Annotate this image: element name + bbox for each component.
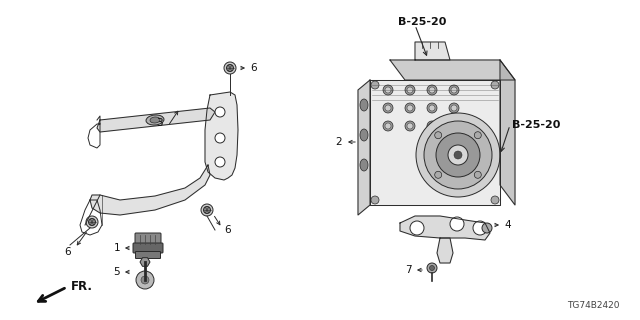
Circle shape xyxy=(451,123,457,129)
Polygon shape xyxy=(400,216,490,240)
Circle shape xyxy=(449,121,459,131)
Circle shape xyxy=(215,133,225,143)
Circle shape xyxy=(405,85,415,95)
Circle shape xyxy=(474,171,481,178)
Circle shape xyxy=(224,62,236,74)
Circle shape xyxy=(383,103,393,113)
Text: FR.: FR. xyxy=(71,279,93,292)
Polygon shape xyxy=(97,108,215,132)
Circle shape xyxy=(424,121,492,189)
Ellipse shape xyxy=(146,115,164,125)
Circle shape xyxy=(416,113,500,197)
Circle shape xyxy=(491,81,499,89)
Circle shape xyxy=(429,123,435,129)
Circle shape xyxy=(227,65,234,71)
Circle shape xyxy=(450,217,464,231)
Circle shape xyxy=(427,121,437,131)
Circle shape xyxy=(474,132,481,139)
Circle shape xyxy=(448,145,468,165)
Text: 1: 1 xyxy=(113,243,120,253)
Circle shape xyxy=(435,171,442,178)
Circle shape xyxy=(407,105,413,111)
Text: 7: 7 xyxy=(405,265,412,275)
Circle shape xyxy=(383,85,393,95)
Text: 6: 6 xyxy=(224,225,230,235)
Text: 6: 6 xyxy=(250,63,257,73)
Circle shape xyxy=(371,81,379,89)
Circle shape xyxy=(88,219,95,226)
Circle shape xyxy=(141,276,149,284)
Circle shape xyxy=(482,223,492,233)
Ellipse shape xyxy=(360,99,368,111)
Circle shape xyxy=(405,103,415,113)
Polygon shape xyxy=(437,238,453,263)
Polygon shape xyxy=(390,60,515,80)
Polygon shape xyxy=(500,60,515,205)
Circle shape xyxy=(449,103,459,113)
Circle shape xyxy=(201,204,213,216)
Circle shape xyxy=(429,105,435,111)
Polygon shape xyxy=(90,165,210,215)
Circle shape xyxy=(491,196,499,204)
Text: 6: 6 xyxy=(65,247,71,257)
Circle shape xyxy=(215,157,225,167)
Circle shape xyxy=(427,103,437,113)
Circle shape xyxy=(454,151,462,159)
FancyBboxPatch shape xyxy=(136,252,161,259)
Ellipse shape xyxy=(150,117,160,123)
Circle shape xyxy=(136,271,154,289)
Circle shape xyxy=(436,133,480,177)
Circle shape xyxy=(451,87,457,93)
Text: 4: 4 xyxy=(504,220,511,230)
Circle shape xyxy=(429,87,435,93)
Polygon shape xyxy=(205,92,238,180)
Circle shape xyxy=(204,206,211,213)
Polygon shape xyxy=(140,258,150,266)
Circle shape xyxy=(449,85,459,95)
Circle shape xyxy=(435,132,442,139)
FancyBboxPatch shape xyxy=(135,233,161,245)
Circle shape xyxy=(385,105,391,111)
Circle shape xyxy=(385,123,391,129)
Text: 2: 2 xyxy=(335,137,342,147)
Text: 3: 3 xyxy=(156,118,163,128)
Text: 5: 5 xyxy=(113,267,120,277)
Polygon shape xyxy=(370,80,500,205)
Circle shape xyxy=(410,221,424,235)
Circle shape xyxy=(385,87,391,93)
Circle shape xyxy=(383,121,393,131)
Ellipse shape xyxy=(360,159,368,171)
Circle shape xyxy=(86,216,98,228)
Circle shape xyxy=(407,87,413,93)
Circle shape xyxy=(427,263,437,273)
Circle shape xyxy=(427,85,437,95)
Ellipse shape xyxy=(360,129,368,141)
Circle shape xyxy=(405,121,415,131)
Circle shape xyxy=(215,107,225,117)
Polygon shape xyxy=(358,80,370,215)
Circle shape xyxy=(451,105,457,111)
Circle shape xyxy=(407,123,413,129)
Circle shape xyxy=(473,221,487,235)
Text: B-25-20: B-25-20 xyxy=(512,120,561,130)
Polygon shape xyxy=(415,42,450,60)
Text: TG74B2420: TG74B2420 xyxy=(568,301,620,310)
Text: B-25-20: B-25-20 xyxy=(398,17,446,27)
FancyBboxPatch shape xyxy=(133,243,163,253)
Circle shape xyxy=(371,196,379,204)
Circle shape xyxy=(429,266,435,270)
